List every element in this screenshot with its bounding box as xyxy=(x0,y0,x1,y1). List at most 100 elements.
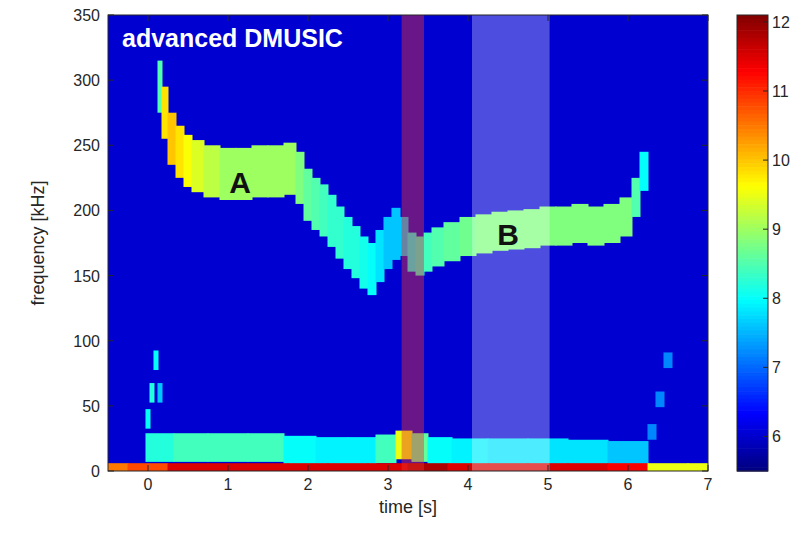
x-tick xyxy=(708,15,709,21)
spectral-cell xyxy=(168,463,209,471)
spectral-cell xyxy=(296,152,305,204)
colorbar-swatch xyxy=(737,247,768,251)
x-tick-label: 7 xyxy=(704,476,713,493)
y-tick-label: 300 xyxy=(73,72,100,89)
y-tick xyxy=(108,210,114,211)
y-axis-title: frequency [kHz] xyxy=(28,180,48,305)
colorbar-swatch xyxy=(737,197,768,201)
spectral-cell xyxy=(168,113,177,165)
x-tick-label: 1 xyxy=(224,476,233,493)
x-axis-title: time [s] xyxy=(379,497,437,517)
colorbar-swatch xyxy=(737,137,768,141)
colorbar-swatch xyxy=(737,121,768,125)
colorbar-swatch xyxy=(737,34,768,38)
colorbar-swatch xyxy=(737,262,768,266)
colorbar-tick xyxy=(763,21,768,22)
x-tick-label: 4 xyxy=(464,476,473,493)
colorbar-swatch xyxy=(737,395,768,399)
spectral-cell xyxy=(154,350,159,370)
spectral-cell xyxy=(320,184,329,236)
colorbar-swatch xyxy=(737,330,768,334)
colorbar-swatch xyxy=(737,251,768,255)
colorbar-swatch xyxy=(737,171,768,175)
colorbar-swatch xyxy=(737,281,768,285)
spectral-cell xyxy=(344,217,353,269)
y-tick-label: 200 xyxy=(73,202,100,219)
x-tick xyxy=(628,465,629,471)
colorbar-swatch xyxy=(737,239,768,243)
colorbar-swatch xyxy=(737,118,768,122)
colorbar-swatch xyxy=(737,49,768,53)
y-tick xyxy=(108,145,114,146)
colorbar-swatch xyxy=(737,163,768,167)
colorbar-swatch xyxy=(737,57,768,61)
spectral-cell xyxy=(208,433,249,462)
colorbar-swatch xyxy=(737,270,768,274)
colorbar-swatch xyxy=(737,220,768,224)
colorbar-swatch xyxy=(737,387,768,391)
highlight-span xyxy=(402,15,424,471)
colorbar-swatch xyxy=(737,182,768,186)
colorbar-tick-label: 7 xyxy=(772,359,781,376)
y-tick xyxy=(108,275,114,276)
spectral-cell xyxy=(444,222,461,261)
colorbar-swatch xyxy=(737,87,768,91)
y-tick xyxy=(108,340,114,341)
colorbar-swatch xyxy=(737,72,768,76)
y-tick xyxy=(702,15,708,16)
colorbar-swatch xyxy=(737,15,768,19)
colorbar-swatch xyxy=(737,45,768,49)
spectral-cell xyxy=(284,436,317,465)
colorbar-swatch xyxy=(737,422,768,426)
x-tick-label: 6 xyxy=(624,476,633,493)
colorbar-swatch xyxy=(737,159,768,163)
colorbar-swatch xyxy=(737,300,768,304)
spectral-cell xyxy=(316,437,349,466)
colorbar-swatch xyxy=(737,334,768,338)
y-tick xyxy=(702,471,708,472)
y-tick-label: 250 xyxy=(73,137,100,154)
spectral-cell xyxy=(108,463,129,471)
colorbar-tick xyxy=(763,367,768,368)
colorbar-swatch xyxy=(737,456,768,460)
spectral-cell xyxy=(252,145,269,197)
y-tick-label: 350 xyxy=(73,7,100,24)
spectral-cell xyxy=(288,463,329,471)
colorbar-tick xyxy=(763,160,768,161)
x-tick xyxy=(468,15,469,21)
colorbar-swatch xyxy=(737,437,768,441)
marks xyxy=(108,15,708,471)
y-tick xyxy=(702,340,708,341)
colorbar-swatch xyxy=(737,323,768,327)
y-tick xyxy=(108,15,114,16)
colorbar-swatch xyxy=(737,243,768,247)
colorbar-swatch xyxy=(737,319,768,323)
colorbar-swatch xyxy=(737,463,768,467)
colorbar-tick-label: 8 xyxy=(772,290,781,307)
colorbar-swatch xyxy=(737,194,768,198)
highlight-span xyxy=(472,15,550,471)
colorbar-swatch xyxy=(737,106,768,110)
colorbar-tick-label: 11 xyxy=(772,83,789,100)
spectral-cell xyxy=(176,126,185,178)
colorbar-swatch xyxy=(737,266,768,270)
colorbar-swatch xyxy=(737,30,768,34)
x-tick-label: 0 xyxy=(144,476,153,493)
colorbar-swatch xyxy=(737,201,768,205)
colorbar-swatch xyxy=(737,76,768,80)
colorbar-swatch xyxy=(737,296,768,300)
plot-background xyxy=(108,15,708,471)
x-tick xyxy=(628,15,629,21)
spectral-cell xyxy=(146,409,151,429)
colorbar-swatch xyxy=(737,327,768,331)
colorbar-swatch xyxy=(737,110,768,114)
spectral-cell xyxy=(174,433,209,462)
y-tick xyxy=(702,275,708,276)
colorbar-swatch xyxy=(737,216,768,220)
y-tick xyxy=(108,80,114,81)
colorbar-swatch xyxy=(737,68,768,72)
y-tick xyxy=(702,80,708,81)
spectral-cell xyxy=(248,433,285,462)
x-tick xyxy=(548,465,549,471)
colorbar-swatch xyxy=(737,213,768,217)
